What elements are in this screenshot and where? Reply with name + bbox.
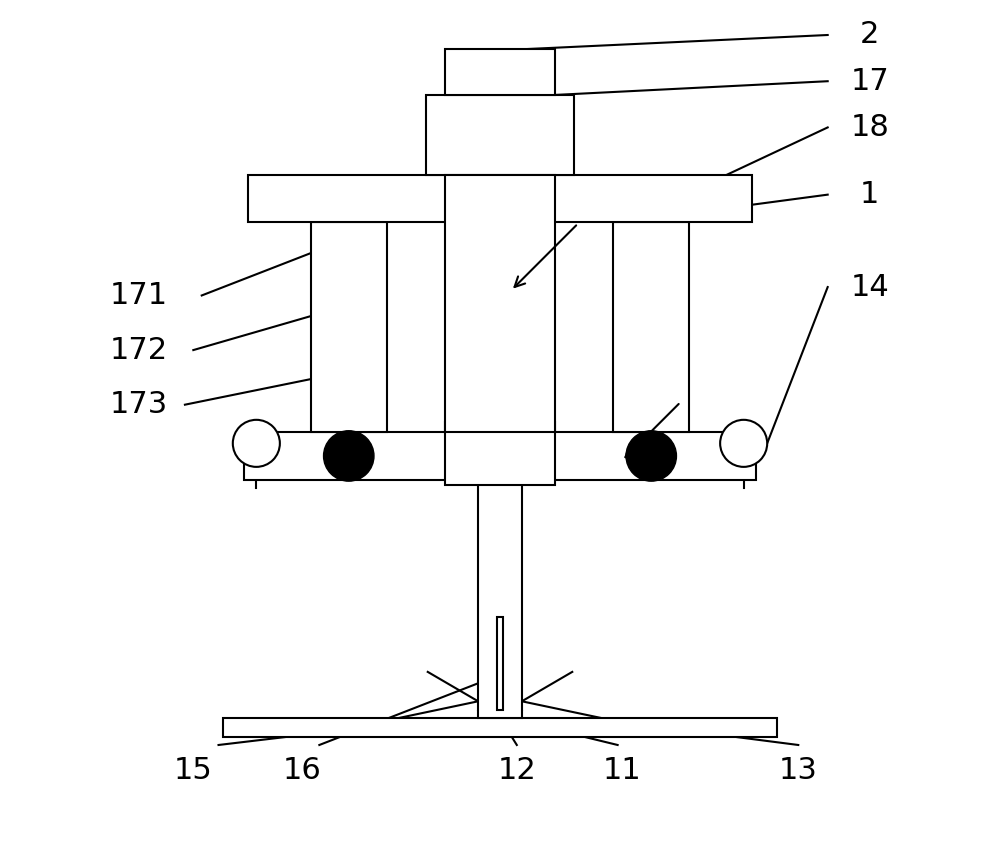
Text: 1: 1 (860, 180, 879, 209)
Circle shape (626, 431, 676, 481)
Text: 16: 16 (283, 755, 322, 785)
Text: 12: 12 (497, 755, 536, 785)
Text: 13: 13 (779, 755, 818, 785)
Text: 2: 2 (860, 20, 879, 50)
Text: 173: 173 (110, 390, 168, 419)
Text: 171: 171 (110, 281, 168, 310)
Text: 17: 17 (850, 67, 889, 96)
Bar (244, 432, 756, 481)
Text: 172: 172 (110, 336, 168, 364)
Bar (497, 617, 503, 710)
Bar (445, 422, 555, 485)
Bar (481, 443, 519, 481)
Bar (426, 95, 574, 175)
Text: 14: 14 (850, 272, 889, 302)
Bar (613, 222, 689, 432)
Circle shape (324, 431, 374, 481)
Bar (248, 175, 752, 222)
Text: 11: 11 (602, 755, 641, 785)
Text: 15: 15 (174, 755, 213, 785)
Bar (223, 718, 777, 737)
Bar (445, 175, 555, 432)
Circle shape (720, 420, 767, 467)
Text: 18: 18 (850, 113, 889, 142)
Bar (311, 222, 387, 432)
Bar (445, 49, 555, 95)
Bar (478, 481, 522, 718)
Circle shape (233, 420, 280, 467)
